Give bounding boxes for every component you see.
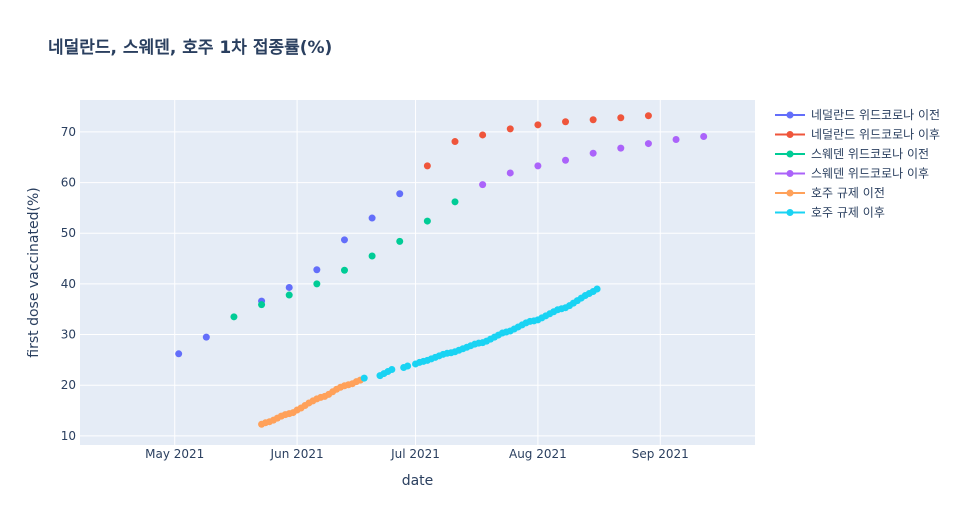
data-point (313, 280, 321, 288)
data-point (388, 366, 396, 374)
y-tick-label: 20 (61, 378, 76, 392)
data-point (368, 214, 376, 222)
y-tick-label: 50 (61, 226, 76, 240)
data-point (506, 169, 514, 177)
y-axis-ticks: 10 20 30 40 50 60 70 (61, 125, 76, 443)
data-point (562, 156, 570, 164)
data-point (534, 162, 542, 170)
x-tick-label: Sep 2021 (632, 447, 689, 461)
x-axis-ticks: May 2021 Jun 2021 Jul 2021 Aug 2021 Sep 2021 (145, 447, 689, 461)
legend-label: 네덜란드 위드코로나 이후 (811, 128, 940, 142)
y-tick-label: 10 (61, 429, 76, 443)
data-point (360, 374, 368, 382)
series-5 (360, 285, 601, 382)
data-point (423, 162, 431, 170)
legend-item[interactable]: 호주 규제 이후 (775, 206, 885, 220)
data-point (589, 116, 597, 124)
legend-label: 호주 규제 이후 (811, 206, 885, 220)
x-tick-label: Jul 2021 (390, 447, 440, 461)
data-point (340, 236, 348, 244)
data-point (700, 132, 708, 140)
series-1 (423, 112, 652, 170)
plot-area (80, 100, 755, 445)
chart-title: 네덜란드, 스웨덴, 호주 1차 접종률(%) (48, 38, 333, 58)
legend-label: 스웨덴 위드코로나 이후 (811, 167, 929, 181)
legend-label: 스웨덴 위드코로나 이전 (811, 147, 929, 161)
data-point (258, 301, 266, 309)
x-axis-title: date (402, 473, 434, 489)
x-tick-label: Aug 2021 (509, 447, 567, 461)
data-point (396, 237, 404, 245)
legend-label: 호주 규제 이전 (811, 186, 885, 200)
data-point (285, 283, 293, 291)
legend-swatch-marker (786, 209, 794, 216)
data-point (368, 252, 376, 260)
series-2 (230, 198, 459, 321)
y-tick-label: 40 (61, 277, 76, 291)
data-point (340, 266, 348, 274)
legend-item[interactable]: 네덜란드 위드코로나 이후 (775, 128, 940, 142)
data-point (451, 138, 459, 146)
legend-item[interactable]: 호주 규제 이전 (775, 186, 885, 200)
data-point (562, 118, 570, 126)
legend-swatch-marker (786, 189, 794, 197)
data-point (479, 131, 487, 139)
legend-item[interactable]: 스웨덴 위드코로나 이후 (775, 167, 929, 181)
y-tick-label: 30 (61, 328, 76, 342)
data-point (202, 333, 210, 341)
legend-item[interactable]: 스웨덴 위드코로나 이전 (775, 147, 929, 161)
data-point (506, 125, 514, 133)
legend-label: 네덜란드 위드코로나 이전 (811, 108, 940, 122)
x-tick-label: May 2021 (145, 447, 204, 461)
data-point (423, 217, 431, 225)
data-point (175, 350, 183, 358)
y-axis-title: first dose vaccinated(%) (26, 187, 42, 357)
data-point (617, 144, 625, 152)
legend-swatch-marker (786, 111, 794, 119)
x-tick-label: Jun 2021 (270, 447, 324, 461)
series-3 (479, 132, 708, 189)
data-point (593, 285, 601, 293)
data-point (285, 291, 293, 299)
data-point (479, 181, 487, 189)
data-point (589, 149, 597, 157)
legend-swatch-marker (786, 131, 794, 138)
legend-swatch-marker (786, 150, 794, 158)
data-point (313, 266, 321, 274)
series-4 (258, 376, 364, 428)
legend-swatch-marker (786, 170, 794, 177)
data-point (396, 190, 404, 198)
data-point (644, 112, 652, 120)
data-point (404, 362, 412, 370)
data-point (644, 140, 652, 148)
data-point (672, 136, 680, 144)
legend-item[interactable]: 네덜란드 위드코로나 이전 (775, 108, 940, 122)
gridlines (80, 100, 755, 445)
data-point (534, 121, 542, 129)
data-points (175, 112, 708, 428)
y-tick-label: 70 (61, 125, 76, 139)
y-tick-label: 60 (61, 176, 76, 190)
data-point (230, 313, 238, 321)
data-point (451, 198, 459, 206)
data-point (617, 114, 625, 122)
